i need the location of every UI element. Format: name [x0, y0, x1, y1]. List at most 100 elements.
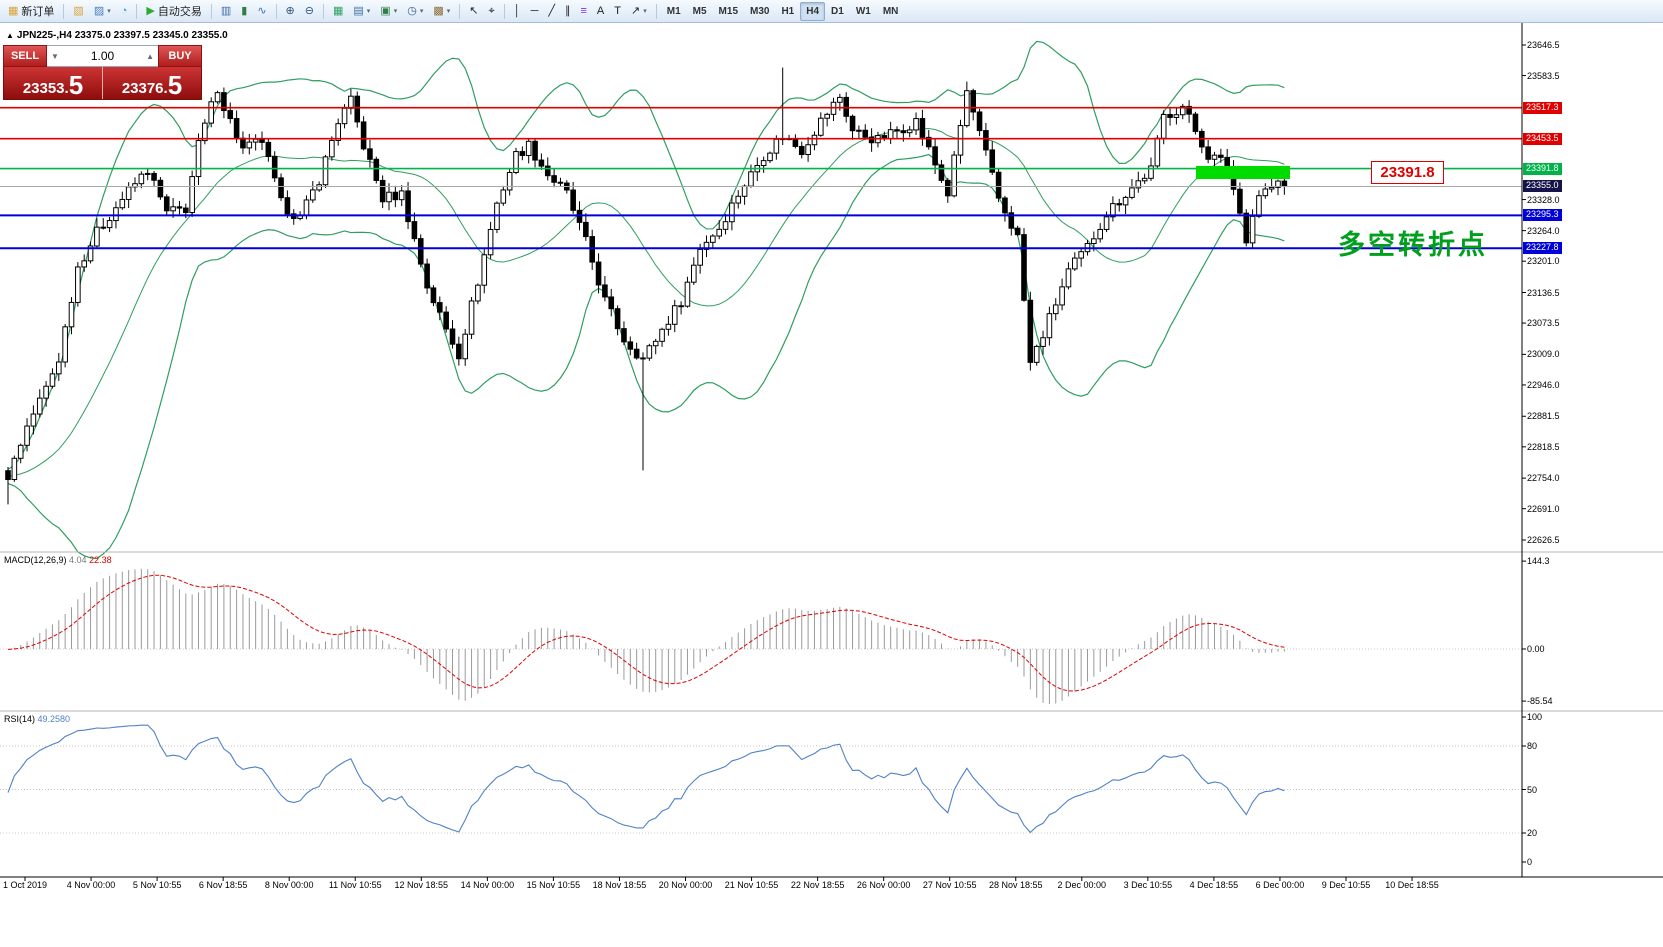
lot-size-input[interactable]: ▼ 1.00 ▲ — [47, 45, 158, 67]
buy-button[interactable]: BUY — [158, 45, 202, 67]
sell-price[interactable]: 23353. 5 — [4, 67, 103, 99]
zoom-in-icon: ⊕ — [285, 4, 295, 17]
buy-price[interactable]: 23376. 5 — [121, 69, 183, 100]
zoom-out-button[interactable]: ⊖ — [300, 2, 319, 21]
highlight-rectangle-object[interactable] — [1196, 166, 1290, 179]
sell-button[interactable]: SELL — [3, 45, 47, 67]
period-button[interactable]: ◷ ▾ — [402, 2, 428, 21]
refresh-button[interactable]: ◔ — [116, 2, 133, 21]
templates-button[interactable]: ▩ ▾ — [428, 2, 455, 21]
cursor-button[interactable]: ↖ — [464, 2, 483, 21]
new-order-icon: ▦ — [8, 4, 19, 17]
crosshair-icon: ⌖ — [488, 4, 495, 17]
indicators-button[interactable]: ▣ ▾ — [375, 2, 402, 21]
toolbar-separator — [655, 3, 657, 19]
indicators-icon: ▣ — [380, 4, 391, 17]
dropdown-caret-icon: ▾ — [393, 8, 398, 15]
one-click-trading-panel: SELL ▼ 1.00 ▲ BUY 23353. 5 23376. 5 — [3, 45, 202, 100]
vertical-line-button[interactable]: │ — [509, 2, 526, 21]
arrow-shape-icon: ↗ — [631, 4, 641, 17]
lot-decrease-icon[interactable]: ▼ — [51, 51, 59, 61]
new-order-button[interactable]: ▦ 新订单 — [3, 2, 59, 21]
main-toolbar: ▦ 新订单 ▧ ▨ ▾ ◔ ▶ 自动交易 ▥ ▮ ∿ ⊕ ⊖ ▦ ▤ ▾ ▣ ▾ ◷ ▾ ▩ ▾ ↖ ⌖ │ ─ ╱ ∥ ≡ A T ↗ ▾ M1… — [0, 0, 1663, 23]
autotrading-button[interactable]: ▶ 自动交易 — [141, 2, 206, 21]
bollinger-upper-line — [7, 40, 1285, 470]
grid-icon: ▦ — [332, 4, 344, 17]
fibonacci-icon: ≡ — [580, 4, 587, 17]
dropdown-caret-icon: ▾ — [419, 8, 424, 15]
label-button[interactable]: T — [609, 2, 626, 21]
trendline-icon: ╱ — [548, 4, 555, 17]
turning-point-annotation[interactable]: 多空转折点 — [1338, 230, 1488, 260]
grid-button[interactable]: ▦ — [328, 2, 348, 21]
fibonacci-button[interactable]: ≡ — [576, 2, 592, 21]
line-chart-button[interactable]: ∿ — [252, 2, 271, 21]
tile-windows-icon: ▤ — [353, 4, 364, 17]
timeframe-h1-button[interactable]: H1 — [781, 5, 795, 17]
crosshair-button[interactable]: ⌖ — [484, 2, 500, 21]
dropdown-caret-icon: ▾ — [643, 8, 647, 15]
timeframe-mn-button[interactable]: MN — [882, 5, 899, 17]
new-order-button-label: 新订单 — [21, 6, 55, 18]
chart-window: ▲ JPN225-,H4 23375.0 23397.5 23345.0 2335… — [0, 23, 1663, 947]
dropdown-caret-icon: ▾ — [107, 8, 111, 15]
rsi-line — [7, 724, 1285, 834]
toolbar-separator — [136, 3, 138, 19]
timeframe-m5-button[interactable]: M5 — [692, 5, 707, 17]
symbol-ohlc: 23375.0 23397.5 23345.0 23355.0 — [74, 30, 228, 41]
channel-button[interactable]: ∥ — [560, 2, 576, 21]
chart-canvas[interactable] — [0, 23, 1663, 947]
dropdown-caret-icon: ▾ — [366, 8, 371, 15]
dropdown-caret-icon: ▾ — [446, 8, 451, 15]
tile-windows-button[interactable]: ▤ ▾ — [348, 2, 375, 21]
price-callout-box[interactable]: 23391.8 — [1371, 161, 1444, 184]
template-icon: ▩ — [433, 4, 444, 17]
symbol-period: JPN225-,H4 — [16, 30, 72, 41]
toolbar-separator — [275, 3, 277, 19]
timeframe-w1-button[interactable]: W1 — [855, 5, 871, 17]
horizontal-line-button[interactable]: ─ — [526, 2, 544, 21]
new-chart-button[interactable]: ▧ — [68, 2, 88, 21]
candles-layer — [5, 67, 1288, 505]
refresh-icon: ◔ — [120, 4, 128, 17]
autotrading-button-label: 自动交易 — [157, 6, 202, 18]
bar-chart-icon: ▥ — [220, 4, 232, 17]
one-click-collapse-icon[interactable]: ▲ — [6, 31, 14, 40]
macd-indicator-label: MACD(12,26,9) 4.04 22.38 — [4, 555, 112, 565]
toolbar-separator — [503, 3, 505, 19]
text-icon: A — [596, 4, 605, 17]
toolbar-separator — [322, 3, 324, 19]
macd-histogram-layer — [7, 568, 1285, 704]
new-chart-icon: ▧ — [73, 4, 84, 17]
lot-size-value: 1.00 — [90, 49, 115, 63]
shapes-button[interactable]: ↗ ▾ — [626, 2, 652, 21]
bollinger-lower-line — [7, 153, 1285, 560]
chart-symbol-label: ▲ JPN225-,H4 23375.0 23397.5 23345.0 2335… — [6, 30, 228, 41]
text-button[interactable]: A — [592, 2, 609, 21]
candlestick-chart-button[interactable]: ▮ — [236, 2, 252, 21]
trendline-button[interactable]: ╱ — [543, 2, 560, 21]
profiles-icon: ▨ — [93, 4, 105, 17]
rsi-indicator-label: RSI(14) 49.2580 — [4, 714, 71, 724]
autotrading-icon: ▶ — [146, 4, 155, 17]
label-icon: T — [614, 4, 621, 17]
line-chart-icon: ∿ — [257, 4, 267, 17]
timeframe-m1-button[interactable]: M1 — [666, 5, 681, 17]
bollinger-middle-line — [7, 127, 1285, 478]
bar-chart-button[interactable]: ▥ — [216, 2, 236, 21]
zoom-in-button[interactable]: ⊕ — [281, 2, 300, 21]
timeframe-m30-button[interactable]: M30 — [750, 5, 770, 17]
toolbar-separator — [459, 3, 461, 19]
zoom-out-icon: ⊖ — [304, 4, 314, 17]
cursor-icon: ↖ — [469, 4, 479, 17]
profiles-button[interactable]: ▨ ▾ — [89, 2, 116, 21]
timeframe-d1-button[interactable]: D1 — [831, 5, 844, 17]
channel-icon: ∥ — [565, 4, 571, 17]
timeframe-h4-button[interactable]: H4 — [800, 1, 826, 21]
lot-increase-icon[interactable]: ▲ — [146, 51, 154, 61]
timeframe-m15-button[interactable]: M15 — [718, 5, 738, 17]
horizontal-line-icon: ─ — [530, 4, 539, 17]
toolbar-separator — [210, 3, 212, 19]
candlestick-icon: ▮ — [241, 4, 248, 17]
